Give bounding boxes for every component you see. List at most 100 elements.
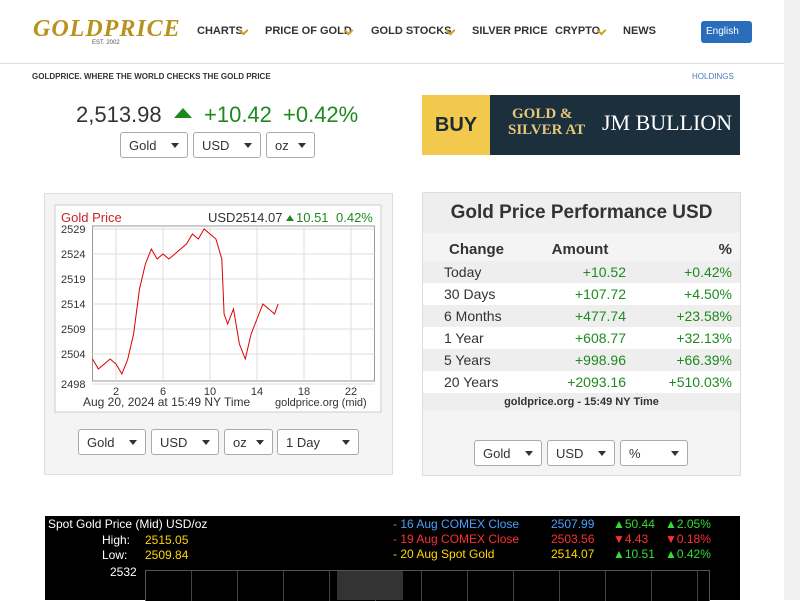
language-button[interactable]: English	[701, 21, 752, 43]
spot-cell: - 20 Aug Spot Gold	[393, 547, 495, 561]
cell: 1 Year	[444, 330, 484, 346]
cell: +477.74	[575, 308, 626, 324]
select[interactable]: Gold	[120, 132, 188, 158]
spot-axis-label: 2532	[110, 565, 137, 579]
cell: 30 Days	[444, 286, 496, 302]
cell: +998.96	[575, 352, 626, 368]
y-tick-label: 2514	[61, 299, 85, 311]
spot-cell: ▲0.42%	[665, 547, 711, 561]
divider	[0, 63, 784, 64]
price: 2,513.98	[76, 102, 162, 127]
nav-item[interactable]: NEWS	[623, 25, 656, 37]
logo-tag: EST. 2002	[92, 40, 120, 46]
price-change: +10.42	[204, 102, 272, 127]
select[interactable]: %	[620, 440, 688, 466]
row-bg	[423, 371, 740, 393]
ad-line2: SILVER AT	[508, 122, 586, 138]
column-header: Amount	[551, 241, 609, 258]
row-bg	[423, 283, 740, 305]
chart-up-arrow	[286, 215, 294, 221]
chart-price: USD2514.07	[208, 210, 282, 225]
y-tick-label: 2498	[61, 379, 85, 391]
cell: 6 Months	[444, 308, 502, 324]
y-tick-label: 2504	[61, 349, 85, 361]
select[interactable]: USD	[151, 429, 219, 455]
logo[interactable]: GOLDPRICE	[33, 16, 181, 42]
select[interactable]: Gold	[474, 440, 542, 466]
cell: +10.52	[582, 264, 626, 280]
cell: 5 Years	[444, 352, 491, 368]
spot-cell: ▼4.43	[613, 532, 649, 546]
cell: +32.13%	[676, 330, 732, 346]
x-tick-label: 22	[345, 386, 357, 398]
ad-brand: JM BULLION	[602, 110, 733, 135]
y-tick-label: 2529	[61, 224, 85, 236]
column-header: %	[718, 241, 732, 258]
select[interactable]: Gold	[78, 429, 146, 455]
spot-cell: - 19 Aug COMEX Close	[393, 532, 520, 546]
nav-item[interactable]: CRYPTO	[555, 25, 601, 37]
cell: Today	[444, 264, 482, 280]
nav-item[interactable]: CHARTS	[197, 25, 243, 37]
cell: +23.58%	[676, 308, 732, 324]
y-tick-label: 2519	[61, 274, 85, 286]
chart-caption: Aug 20, 2024 at 15:49 NY Time	[83, 395, 251, 409]
spot-cell: 2507.99	[551, 517, 595, 531]
spot-title: Spot Gold Price (Mid) USD/oz	[48, 517, 208, 531]
tagline: GOLDPRICE. WHERE THE WORLD CHECKS THE GO…	[32, 72, 271, 81]
nav-item[interactable]: PRICE OF GOLD	[265, 25, 352, 37]
spot-cell: 2503.56	[551, 532, 595, 546]
x-tick-label: 10	[204, 386, 216, 398]
row-bg	[423, 261, 740, 283]
x-tick-label: 6	[160, 386, 166, 398]
spot-cell: 2514.07	[551, 547, 595, 561]
column-header: Change	[449, 241, 505, 258]
spot-cell: ▼0.18%	[665, 532, 711, 546]
spot-cell: ▲50.44	[613, 517, 655, 531]
spot-cell: ▲2.05%	[665, 517, 711, 531]
cell: +608.77	[575, 330, 626, 346]
performance-footer: goldprice.org - 15:49 NY Time	[423, 393, 740, 411]
y-tick-label: 2509	[61, 324, 85, 336]
x-tick-label: 2	[113, 386, 119, 398]
price-line	[92, 228, 279, 376]
price-chart: Gold Price USD2514.07 10.51 0.42% oz Aug…	[54, 204, 382, 413]
x-tick-label: 18	[298, 386, 310, 398]
spot-low: 2509.84	[145, 548, 189, 562]
row-bg	[423, 349, 740, 371]
up-arrow	[174, 108, 192, 118]
chart-title: Gold Price	[61, 210, 122, 225]
ad-buy[interactable]: BUY	[422, 95, 490, 155]
row-bg	[423, 327, 740, 349]
spot-low-label: Low:	[102, 548, 128, 562]
chart-source: goldprice.org (mid)	[275, 397, 367, 409]
holdings-link[interactable]: HOLDINGS	[692, 72, 734, 81]
row-bg	[423, 305, 740, 327]
chart-change-pct: 0.42%	[336, 210, 373, 225]
select[interactable]: oz	[224, 429, 273, 455]
spot-highlight	[337, 571, 403, 600]
cell: +2093.16	[567, 374, 626, 390]
spot-high-label: High:	[102, 533, 131, 547]
cell: +107.72	[575, 286, 626, 302]
cell: +66.39%	[676, 352, 732, 368]
ad-line1: GOLD &	[512, 106, 573, 122]
spot-cell: - 16 Aug COMEX Close	[393, 517, 520, 531]
nav-item[interactable]: SILVER PRICE	[472, 25, 548, 37]
select[interactable]: 1 Day	[277, 429, 359, 455]
nav-item[interactable]: GOLD STOCKS	[371, 25, 452, 37]
select[interactable]: oz	[266, 132, 315, 158]
spot-plot	[145, 570, 710, 601]
ad-banner[interactable]	[490, 95, 740, 155]
cell: +510.03%	[668, 374, 732, 390]
y-tick-label: 2524	[61, 249, 85, 261]
cell: +4.50%	[684, 286, 732, 302]
scrollbar	[784, 0, 800, 600]
cell: 20 Years	[444, 374, 499, 390]
select[interactable]: USD	[547, 440, 615, 466]
spot-high: 2515.05	[145, 533, 189, 547]
select[interactable]: USD	[193, 132, 261, 158]
performance-title: Gold Price Performance USD	[423, 193, 740, 233]
x-tick-label: 14	[251, 386, 263, 398]
